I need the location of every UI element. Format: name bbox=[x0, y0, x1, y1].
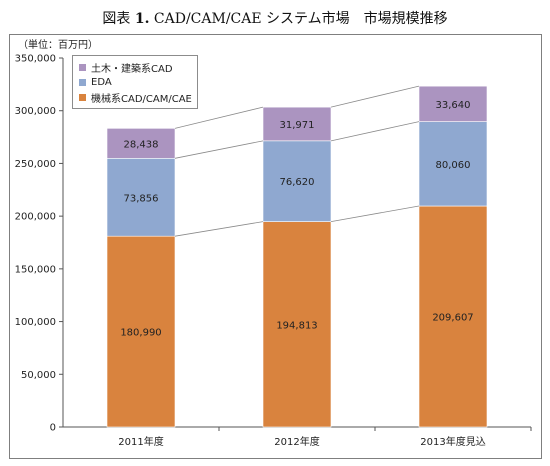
series-line bbox=[174, 140, 264, 159]
y-tick-label: 250,000 bbox=[15, 159, 56, 170]
data-label: 194,813 bbox=[276, 320, 317, 331]
data-label: 33,640 bbox=[436, 100, 471, 111]
figure-prefix: 図表 bbox=[102, 11, 131, 27]
y-tick-label: 100,000 bbox=[15, 317, 56, 328]
y-tick-label: 150,000 bbox=[15, 264, 56, 275]
x-tick-label: 2012年度 bbox=[274, 435, 319, 448]
legend-swatch bbox=[79, 79, 86, 86]
y-tick-label: 0 bbox=[50, 423, 56, 434]
series-line bbox=[330, 205, 420, 223]
y-tick-label: 300,000 bbox=[15, 106, 56, 117]
y-tick-label: 200,000 bbox=[15, 212, 56, 223]
chart-title: 図表 1. CAD/CAM/CAE システム市場 市場規模推移 bbox=[0, 8, 550, 28]
series-line bbox=[330, 85, 420, 108]
data-label: 28,438 bbox=[124, 139, 159, 150]
data-label: 76,620 bbox=[280, 177, 315, 188]
y-tick-label: 50,000 bbox=[21, 370, 56, 381]
legend-label: EDA bbox=[91, 77, 112, 88]
series-line bbox=[330, 121, 420, 142]
legend: 土木・建築系CAD EDA 機械系CAD/CAM/CAE bbox=[72, 55, 198, 109]
bar-segment bbox=[262, 106, 332, 142]
bar-segment bbox=[418, 85, 488, 122]
data-label: 180,990 bbox=[120, 328, 161, 339]
figure-title-text: CAD/CAM/CAE システム市場 市場規模推移 bbox=[153, 11, 448, 27]
bar-segment bbox=[418, 121, 488, 207]
series-line bbox=[174, 221, 264, 237]
bar-segment bbox=[262, 221, 332, 428]
bar-segment bbox=[106, 158, 176, 237]
data-label: 73,856 bbox=[124, 193, 159, 204]
figure-number: 1. bbox=[134, 11, 150, 27]
unit-label: （単位：百万円） bbox=[18, 40, 98, 51]
data-label: 209,607 bbox=[432, 313, 473, 324]
x-tick-label: 2011年度 bbox=[118, 435, 163, 448]
bar-segment bbox=[418, 205, 488, 428]
legend-item: 機械系CAD/CAM/CAE bbox=[79, 90, 197, 105]
data-label: 80,060 bbox=[436, 160, 471, 171]
legend-item: EDA bbox=[79, 75, 197, 90]
legend-swatch bbox=[79, 94, 86, 101]
x-tick-label: 2013年度見込 bbox=[420, 435, 485, 448]
legend-swatch bbox=[79, 64, 86, 71]
bar-segment bbox=[106, 235, 176, 428]
legend-label: 土木・建築系CAD bbox=[91, 64, 173, 75]
y-tick-label: 350,000 bbox=[15, 54, 56, 65]
legend-label: 機械系CAD/CAM/CAE bbox=[91, 94, 192, 105]
data-label: 31,971 bbox=[280, 120, 315, 131]
series-line bbox=[174, 106, 264, 129]
legend-item: 土木・建築系CAD bbox=[79, 60, 197, 75]
bar-segment bbox=[106, 128, 176, 159]
